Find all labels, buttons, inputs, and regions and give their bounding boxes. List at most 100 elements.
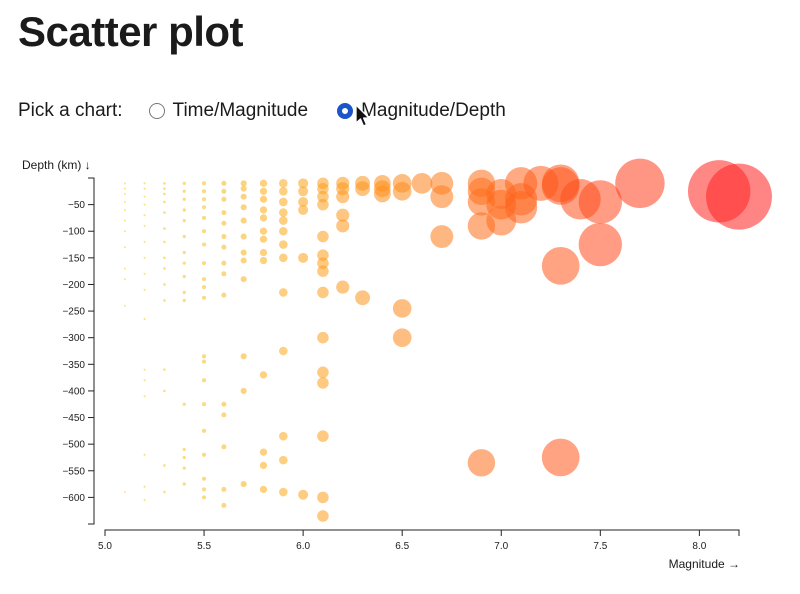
data-point	[541, 438, 580, 477]
data-point	[541, 246, 580, 285]
data-point	[221, 412, 227, 418]
data-point	[259, 214, 268, 222]
x-tick-label: 5.5	[197, 541, 211, 552]
data-point	[202, 189, 207, 194]
data-point	[202, 378, 207, 383]
data-point	[259, 248, 268, 257]
data-point	[240, 481, 247, 488]
data-point	[202, 215, 207, 220]
data-point	[123, 278, 126, 281]
data-point	[240, 276, 247, 283]
data-point	[317, 430, 329, 442]
data-point	[123, 246, 126, 249]
data-point	[578, 180, 622, 224]
data-point	[182, 181, 186, 185]
data-point	[202, 476, 207, 481]
data-point	[279, 455, 288, 465]
data-point	[182, 298, 186, 303]
data-point	[221, 234, 227, 240]
data-point	[202, 277, 207, 282]
data-point	[143, 182, 146, 185]
data-point	[202, 242, 207, 247]
data-point	[317, 190, 329, 203]
data-point	[202, 452, 207, 457]
data-point	[317, 230, 329, 243]
data-point	[182, 189, 186, 193]
x-tick-label: 6.0	[296, 541, 310, 552]
data-point	[143, 485, 146, 488]
page-title: Scatter plot	[18, 8, 244, 55]
y-tick-label: −500	[62, 440, 85, 451]
data-point	[221, 271, 227, 277]
data-point	[279, 346, 288, 356]
data-point	[240, 257, 247, 264]
data-point	[430, 225, 454, 248]
data-point	[182, 250, 186, 255]
scatter-chart: Depth (km) ↓ Magnitude → 5.0 5.5 6.0 6.5 7.0…	[22, 158, 772, 571]
data-point	[163, 192, 166, 196]
data-point	[259, 448, 268, 456]
data-point	[143, 240, 146, 243]
data-point	[259, 461, 268, 470]
data-point	[182, 218, 186, 223]
data-point	[143, 318, 146, 321]
data-point	[163, 211, 166, 214]
data-point	[143, 395, 146, 398]
data-point	[279, 208, 288, 217]
data-point	[221, 180, 227, 186]
y-tick-label: −200	[62, 280, 85, 291]
data-point	[202, 197, 207, 202]
data-point	[298, 186, 309, 197]
data-point	[123, 219, 126, 222]
data-point	[317, 377, 329, 389]
option-time-magnitude[interactable]: Time/Magnitude	[148, 100, 308, 122]
data-point	[182, 402, 186, 406]
x-tick-label: 5.0	[98, 541, 112, 552]
data-point	[163, 187, 166, 190]
data-point	[240, 387, 247, 394]
y-tick-label: −450	[62, 413, 85, 424]
y-tick-label: −300	[62, 333, 85, 344]
data-point	[279, 216, 288, 225]
data-point	[317, 257, 329, 269]
option-magnitude-depth[interactable]: Magnitude/Depth	[337, 100, 506, 122]
data-point	[221, 292, 227, 298]
x-axis: 5.0 5.5 6.0 6.5 7.0 7.5 8.0	[98, 529, 740, 552]
data-point	[221, 260, 227, 266]
chart-picker: Pick a chart: Time/Magnitude Magnitude/D…	[18, 97, 535, 125]
data-point	[706, 163, 772, 230]
data-point	[221, 188, 227, 194]
data-point	[143, 187, 146, 190]
radio-time-magnitude[interactable]	[148, 103, 165, 119]
data-point	[182, 234, 186, 239]
data-point	[317, 286, 329, 299]
data-point	[279, 226, 288, 236]
data-point	[123, 182, 126, 185]
data-point	[202, 295, 207, 300]
data-point	[298, 196, 309, 207]
data-point	[202, 428, 207, 433]
data-point	[240, 249, 247, 256]
data-point	[298, 489, 309, 500]
data-point	[317, 198, 329, 211]
data-point	[221, 444, 227, 450]
radio-magnitude-depth[interactable]	[337, 103, 354, 119]
data-point	[259, 187, 268, 195]
data-point	[202, 487, 207, 492]
data-point	[163, 283, 166, 286]
data-point	[182, 261, 186, 265]
data-point	[279, 240, 288, 249]
data-point	[279, 187, 288, 196]
data-point	[182, 208, 186, 212]
data-point	[392, 181, 412, 201]
data-point	[336, 280, 350, 294]
data-point	[221, 210, 227, 216]
data-point	[317, 249, 329, 261]
y-axis-label: Depth (km) ↓	[22, 158, 91, 172]
data-point	[143, 288, 146, 291]
data-point	[143, 368, 146, 371]
data-point	[240, 204, 247, 211]
data-point	[143, 498, 146, 502]
data-point	[143, 379, 146, 382]
data-point	[163, 182, 166, 185]
